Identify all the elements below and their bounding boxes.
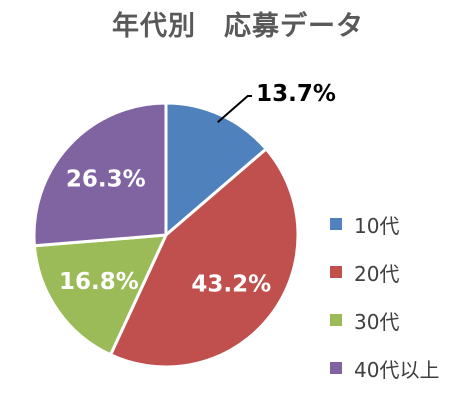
legend-label-30s: 30代: [354, 309, 400, 334]
pie-slice-40s-plus: [32, 101, 168, 248]
legend-swatch-10s: [330, 218, 342, 230]
legend-label-40s-plus: 40代以上: [354, 357, 440, 382]
legend-swatch-40s-plus: [330, 362, 342, 374]
legend-item-30s: 30代: [330, 296, 470, 344]
data-label-40s-plus: 26.3%: [66, 167, 146, 193]
legend-item-40s-plus: 40代以上: [330, 344, 470, 392]
legend-swatch-30s: [330, 314, 342, 326]
pie-slices: [32, 101, 300, 369]
pie-slice-10s: [164, 101, 268, 237]
pie-slice-30s: [32, 233, 168, 357]
data-labels: 13.7% 43.2% 16.8% 26.3%: [59, 81, 336, 297]
leader-line-10s: [217, 95, 252, 124]
legend-label-10s: 10代: [354, 213, 400, 238]
legend-swatch-20s: [330, 266, 342, 278]
legend: 10代 20代 30代 40代以上: [330, 200, 470, 392]
data-label-30s: 16.8%: [59, 269, 139, 295]
pie-slice-20s: [109, 147, 300, 369]
legend-item-10s: 10代: [330, 200, 470, 248]
data-label-20s: 43.2%: [191, 271, 271, 297]
chart-title: 年代別 応募データ: [112, 11, 364, 42]
legend-item-20s: 20代: [330, 248, 470, 296]
legend-label-20s: 20代: [354, 261, 400, 286]
leader-lines: [217, 95, 252, 124]
data-label-10s: 13.7%: [256, 81, 336, 107]
